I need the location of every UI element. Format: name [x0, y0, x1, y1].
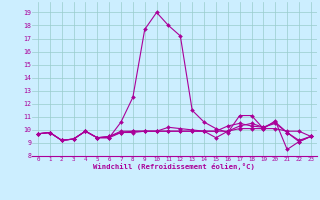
X-axis label: Windchill (Refroidissement éolien,°C): Windchill (Refroidissement éolien,°C) — [93, 163, 255, 170]
